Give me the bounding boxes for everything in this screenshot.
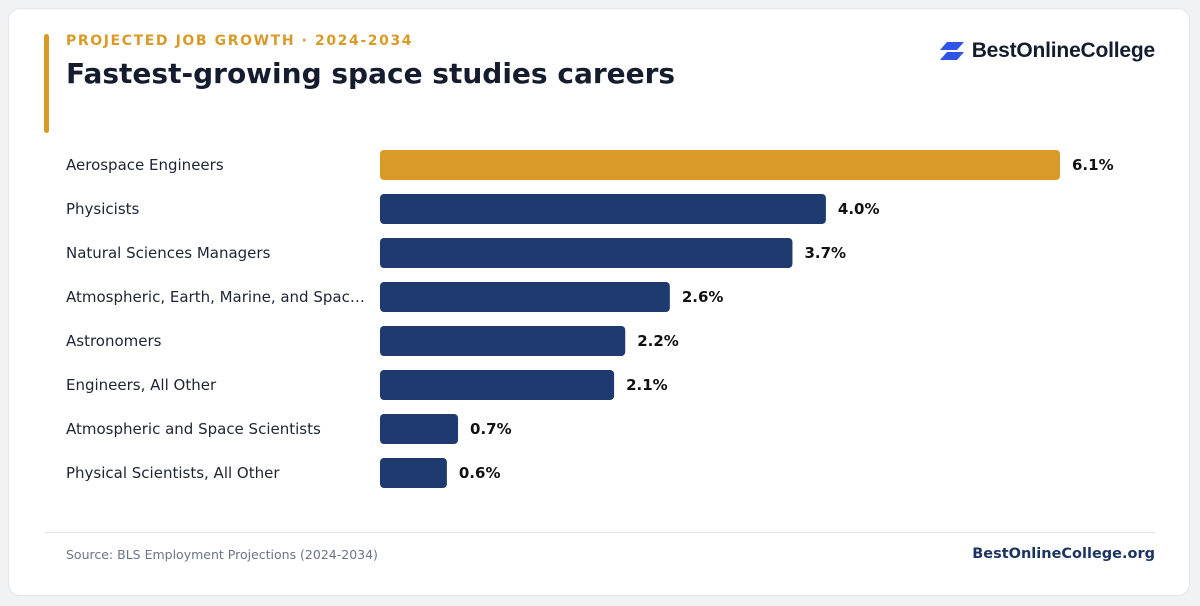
chart-eyebrow: PROJECTED JOB GROWTH · 2024-2034 [66, 33, 414, 49]
value-label: 3.7% [804, 244, 846, 262]
value-label: 6.1% [1072, 156, 1114, 174]
bar [380, 194, 826, 224]
site-link[interactable]: BestOnlineCollege.org [972, 546, 1155, 562]
category-label: Physicists [66, 200, 140, 218]
bar [380, 414, 459, 444]
value-label: 0.7% [470, 420, 512, 438]
category-label: Aerospace Engineers [66, 156, 224, 174]
brand-logo: BestOnlineCollege [939, 39, 1156, 63]
bar [380, 150, 1060, 180]
bar [380, 326, 626, 356]
category-label: Astronomers [66, 332, 162, 350]
source-note: Source: BLS Employment Projections (2024… [66, 547, 378, 562]
value-label: 4.0% [838, 200, 880, 218]
brand-name: BestOnlineCollege [971, 39, 1156, 62]
category-label: Atmospheric, Earth, Marine, and Spac… [66, 288, 365, 306]
bar [380, 458, 447, 488]
value-label: 2.6% [682, 288, 724, 306]
bar [380, 282, 670, 312]
chart-card: PROJECTED JOB GROWTH · 2024-2034 Fastest… [8, 8, 1190, 596]
accent-bar [44, 34, 49, 133]
value-label: 2.2% [637, 332, 679, 350]
category-label: Natural Sciences Managers [66, 244, 271, 262]
value-label: 0.6% [459, 464, 501, 482]
chart-title: Fastest-growing space studies careers [66, 57, 676, 90]
footer-divider [44, 532, 1156, 533]
stacked-parallelogram-logo-icon [939, 42, 964, 60]
bar [380, 238, 793, 268]
bar [380, 370, 615, 400]
category-label: Engineers, All Other [66, 376, 217, 394]
category-label: Atmospheric and Space Scientists [66, 420, 321, 438]
value-label: 2.1% [626, 376, 668, 394]
category-label: Physical Scientists, All Other [66, 464, 280, 482]
